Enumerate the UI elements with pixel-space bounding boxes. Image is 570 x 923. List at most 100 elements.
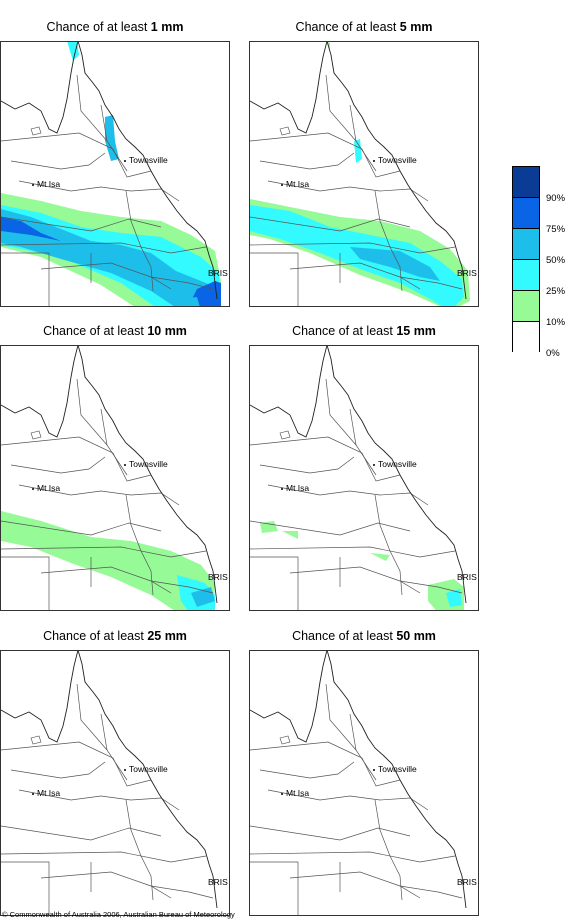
district-border [374,494,403,596]
place-label-townsville: Townsville [378,459,417,469]
place-label-townsville: Townsville [378,764,417,774]
gulf-island [30,735,42,745]
map-25mm: Townsville Mt Isa BRIS [0,650,230,916]
legend-swatch-50 [513,229,539,260]
legend-swatch-0 [513,322,539,353]
legend-label-10: 10% [546,317,566,328]
legend-label-50: 50% [546,255,566,266]
town-marker-icon [281,793,283,795]
map-15mm: Townsville Mt Isa BRIS [249,345,479,611]
town-marker-icon [124,769,126,771]
district-border [76,378,108,446]
panel-title: Chance of at least 1 mm [46,20,184,34]
district-border [399,885,463,899]
place-label-brisbane: BRIS [208,268,228,278]
legend-swatch-10 [513,291,539,322]
district-border [325,683,357,751]
rainfall-map: Townsville Mt Isa BRIS [250,346,477,610]
panel-title: Chance of at least 10 mm [43,324,187,338]
town-marker-icon [373,769,375,771]
district-border [1,556,50,610]
legend-label-25: 25% [546,286,566,297]
map-1mm: Townsville Mt Isa BRIS [0,41,230,307]
probability-region [354,139,362,163]
place-label-mt-isa: Mt Isa [286,483,309,493]
panel-title: Chance of at least 50 mm [292,629,436,643]
rainfall-map: Townsville Mt Isa BRIS [1,651,228,915]
coastline [1,651,218,909]
district-border [10,456,106,474]
legend-label-75: 75% [546,224,566,235]
district-border [289,262,421,290]
district-border [250,546,456,558]
legend-swatch-25 [513,260,539,291]
map-10mm: Townsville Mt Isa BRIS [0,345,230,611]
place-label-mt-isa: Mt Isa [37,483,60,493]
town-marker-icon [32,184,34,186]
district-border [349,713,377,781]
district-border [250,252,299,306]
gulf-island [279,735,291,745]
district-border [10,152,106,170]
district-border [125,799,154,901]
panel-title: Chance of at least 25 mm [43,629,187,643]
place-label-mt-isa: Mt Isa [286,179,309,189]
district-border [1,741,152,787]
district-border [18,484,180,506]
district-border [1,825,162,841]
gulf-island [30,430,42,440]
district-border [250,436,401,482]
district-border [1,851,207,863]
probability-region [191,281,221,306]
town-marker-icon [281,488,283,490]
district-border [1,252,50,306]
gulf-island [279,430,291,440]
probability-region [370,553,390,561]
district-border [259,456,355,474]
district-border [325,378,357,446]
place-label-brisbane: BRIS [208,877,228,887]
district-border [399,580,463,594]
coastline [1,42,218,300]
district-border [349,104,377,172]
district-border [10,761,106,779]
probability-region [1,511,215,610]
rainfall-map: Townsville Mt Isa BRIS [250,651,477,915]
district-border [399,276,463,290]
district-border [1,436,152,482]
coastline [250,42,467,300]
map-50mm: Townsville Mt Isa BRIS [249,650,479,916]
town-marker-icon [281,184,283,186]
district-border [259,152,355,170]
coastline [1,346,218,604]
legend-color-bar [512,166,540,353]
district-border [1,216,162,232]
town-marker-icon [373,160,375,162]
probability-region [260,521,278,533]
place-label-townsville: Townsville [129,459,168,469]
district-border [1,132,152,178]
district-border [100,408,128,476]
probability-region [67,42,79,61]
place-label-mt-isa: Mt Isa [286,788,309,798]
place-label-brisbane: BRIS [208,572,228,582]
district-border [125,190,154,292]
place-label-townsville: Townsville [129,155,168,165]
district-border [40,262,172,290]
district-border [250,132,401,178]
district-border [76,683,108,751]
probability-region [282,531,298,539]
place-label-brisbane: BRIS [457,877,477,887]
district-border [250,825,411,841]
place-label-mt-isa: Mt Isa [37,179,60,189]
district-border [1,861,50,915]
district-border [76,74,108,142]
probability-region [446,589,462,607]
probability-region [350,247,440,281]
rainfall-map: Townsville Mt Isa BRIS [1,346,228,610]
town-marker-icon [124,160,126,162]
district-border [267,180,429,202]
legend-label-0: 0% [546,348,560,359]
rainfall-map: Townsville Mt Isa BRIS [250,42,477,306]
coastline [250,651,467,909]
